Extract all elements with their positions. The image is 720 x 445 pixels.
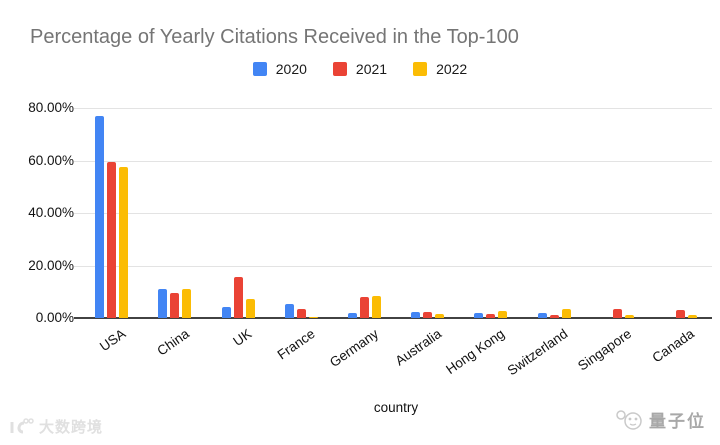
x-tick-label-singapore: Singapore (574, 326, 634, 374)
qbitai-watermark: 量子位 (613, 407, 706, 432)
x-tick-label-switzerland: Switzerland (504, 326, 571, 379)
legend-item-2020: 2020 (252, 61, 307, 77)
legend-item-2021: 2021 (332, 61, 388, 77)
plot-area (74, 108, 712, 319)
bar-2022-france (309, 316, 318, 318)
y-tick-label: 80.00% (28, 100, 74, 115)
y-tick-label: 40.00% (28, 205, 74, 220)
bar-2022-germany (372, 295, 381, 318)
chart-title: Percentage of Yearly Citations Received … (30, 26, 519, 48)
bar-2021-usa (107, 161, 116, 318)
x-tick-label-china: China (153, 326, 192, 359)
legend-item-2022: 2022 (413, 61, 467, 77)
x-tick-label-usa: USA (96, 326, 129, 355)
bar-2021-hong-kong (486, 313, 495, 318)
bar-2021-uk (234, 277, 243, 318)
bar-2022-switzerland (562, 309, 571, 318)
dashukuajing-watermark: 大数跨境 (8, 416, 103, 437)
qbitai-panda-logo-icon (616, 409, 642, 430)
legend-swatch-2020 (252, 62, 267, 76)
bar-2022-australia (435, 313, 444, 318)
bar-2021-australia (423, 311, 432, 318)
bar-2022-hong-kong (498, 310, 507, 318)
y-tick-label: 0.00% (35, 310, 74, 325)
x-tick-label-canada: Canada (649, 326, 698, 366)
bar-2021-china (170, 293, 179, 318)
dashukuajing-watermark-text: 大数跨境 (39, 419, 104, 436)
bar-2020-usa (95, 115, 104, 318)
legend-label-2020: 2020 (275, 61, 307, 77)
x-axis-line (74, 317, 712, 319)
bar-2020-uk (222, 307, 231, 318)
gridline (74, 160, 712, 162)
bar-2022-uk (246, 298, 255, 318)
gridline (74, 265, 712, 267)
y-tick-label: 60.00% (28, 152, 74, 168)
bar-2022-china (182, 289, 191, 318)
bar-2021-singapore (613, 308, 622, 318)
bar-2020-germany (348, 313, 357, 318)
bar-2020-hong-kong (474, 313, 483, 318)
bar-2022-canada (688, 314, 697, 318)
bar-2021-germany (360, 297, 369, 318)
bar-2021-france (297, 309, 306, 318)
bar-2022-singapore (625, 315, 634, 318)
x-tick-label-uk: UK (230, 326, 255, 350)
gridline (74, 108, 712, 109)
legend-label-2022: 2022 (436, 61, 468, 77)
legend-swatch-2022 (413, 62, 428, 76)
x-axis-title: country (373, 400, 419, 415)
x-tick-label-germany: Germany (326, 326, 382, 371)
dashukuajing-logo-icon (10, 417, 34, 433)
bar-2020-switzerland (538, 313, 547, 318)
bar-2021-switzerland (550, 315, 559, 318)
bar-2020-australia (411, 312, 420, 318)
bar-2020-china (158, 289, 167, 318)
x-tick-label-france: France (274, 326, 318, 363)
y-tick-label: 20.00% (28, 257, 74, 273)
x-tick-label-hong-kong: Hong Kong (443, 326, 508, 378)
qbitai-watermark-text: 量子位 (649, 412, 706, 431)
legend-label-2021: 2021 (355, 61, 388, 77)
gridline (74, 213, 712, 214)
x-tick-label-australia: Australia (392, 326, 445, 369)
legend-swatch-2021 (332, 62, 347, 76)
legend: 2020 2021 2022 (0, 61, 720, 77)
bar-2022-usa (119, 167, 128, 318)
bar-2021-canada (676, 310, 685, 318)
bar-2020-france (285, 303, 294, 318)
